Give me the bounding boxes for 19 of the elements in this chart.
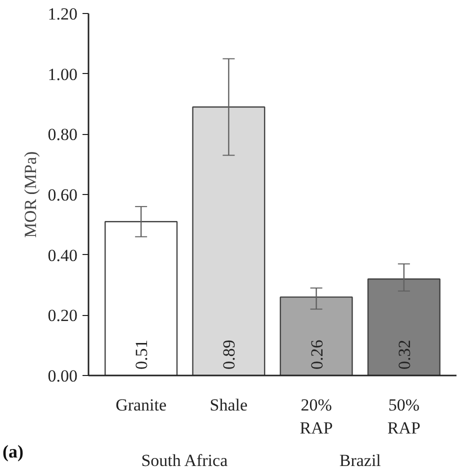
y-tick-label: 0.80: [48, 125, 78, 144]
y-tick-label: 0.40: [48, 246, 78, 265]
y-tick-label: 0.20: [48, 306, 78, 326]
y-tick-label: 0.00: [48, 366, 78, 386]
y-tick-label: 1.20: [48, 4, 78, 24]
x-tick-label: Shale: [210, 396, 248, 414]
y-axis-title: MOR (MPa): [20, 151, 40, 238]
y-tick-label: 1.00: [48, 64, 78, 84]
data-label: 0.26: [307, 340, 326, 370]
data-label: 0.51: [132, 340, 152, 370]
y-tick-label: 0.60: [48, 186, 78, 204]
x-tick-label: 20% RAP: [300, 396, 333, 438]
x-tick-label: 50% RAP: [387, 396, 420, 438]
text: South Africa: [141, 451, 228, 470]
data-label: 0.32: [394, 340, 414, 370]
text: Brazil: [339, 451, 382, 470]
data-label: 0.89: [220, 340, 239, 370]
text: (a): [2, 442, 24, 462]
x-tick-label: Granite: [116, 396, 167, 414]
